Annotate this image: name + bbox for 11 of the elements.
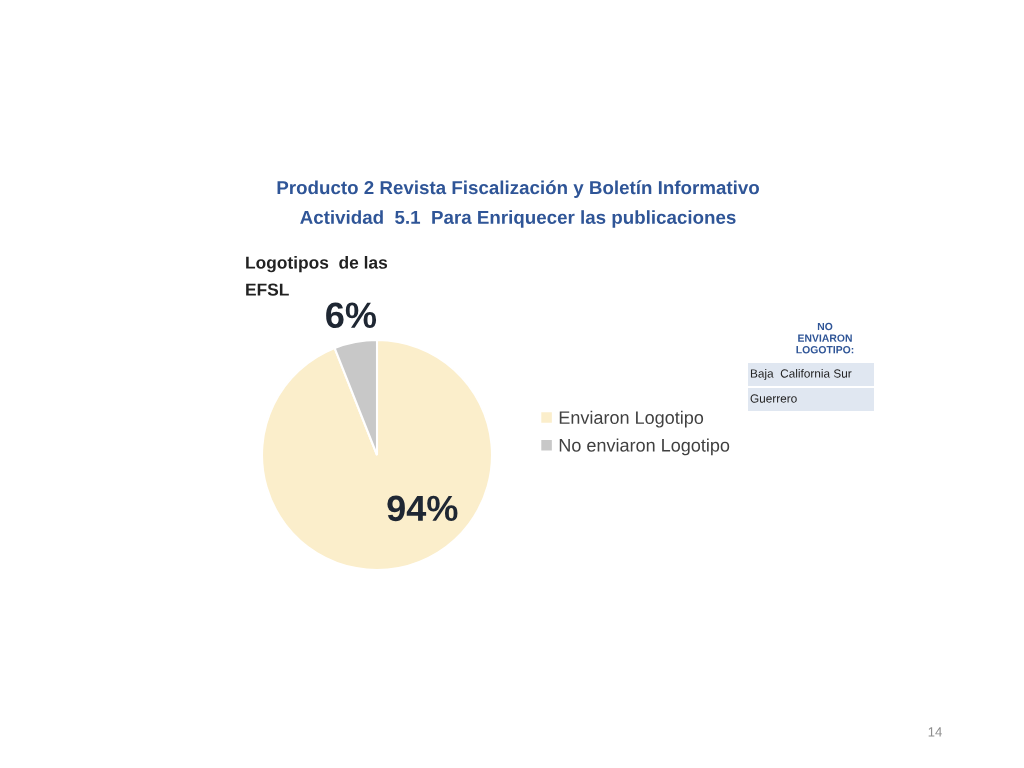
legend-label: No enviaron Logotipo — [559, 438, 730, 456]
chart-title: Producto 2 Revista Fiscalización y Boletín Informativo Actividad 5.1 Para Enriquecer las publicaciones — [277, 180, 760, 228]
text: Baja California Sur — [750, 369, 852, 380]
pie-slice — [260, 338, 494, 572]
text: 14 — [928, 727, 942, 737]
legend-label: Enviaron Logotipo — [559, 410, 704, 428]
chart-subtitle: Logotipos de las EFSL — [246, 256, 388, 296]
data-label: 6% — [326, 302, 377, 329]
text: Guerrero — [750, 394, 797, 403]
data-label: 94% — [387, 495, 458, 522]
text: NO ENVIARON LOGOTIPO: — [796, 322, 854, 354]
